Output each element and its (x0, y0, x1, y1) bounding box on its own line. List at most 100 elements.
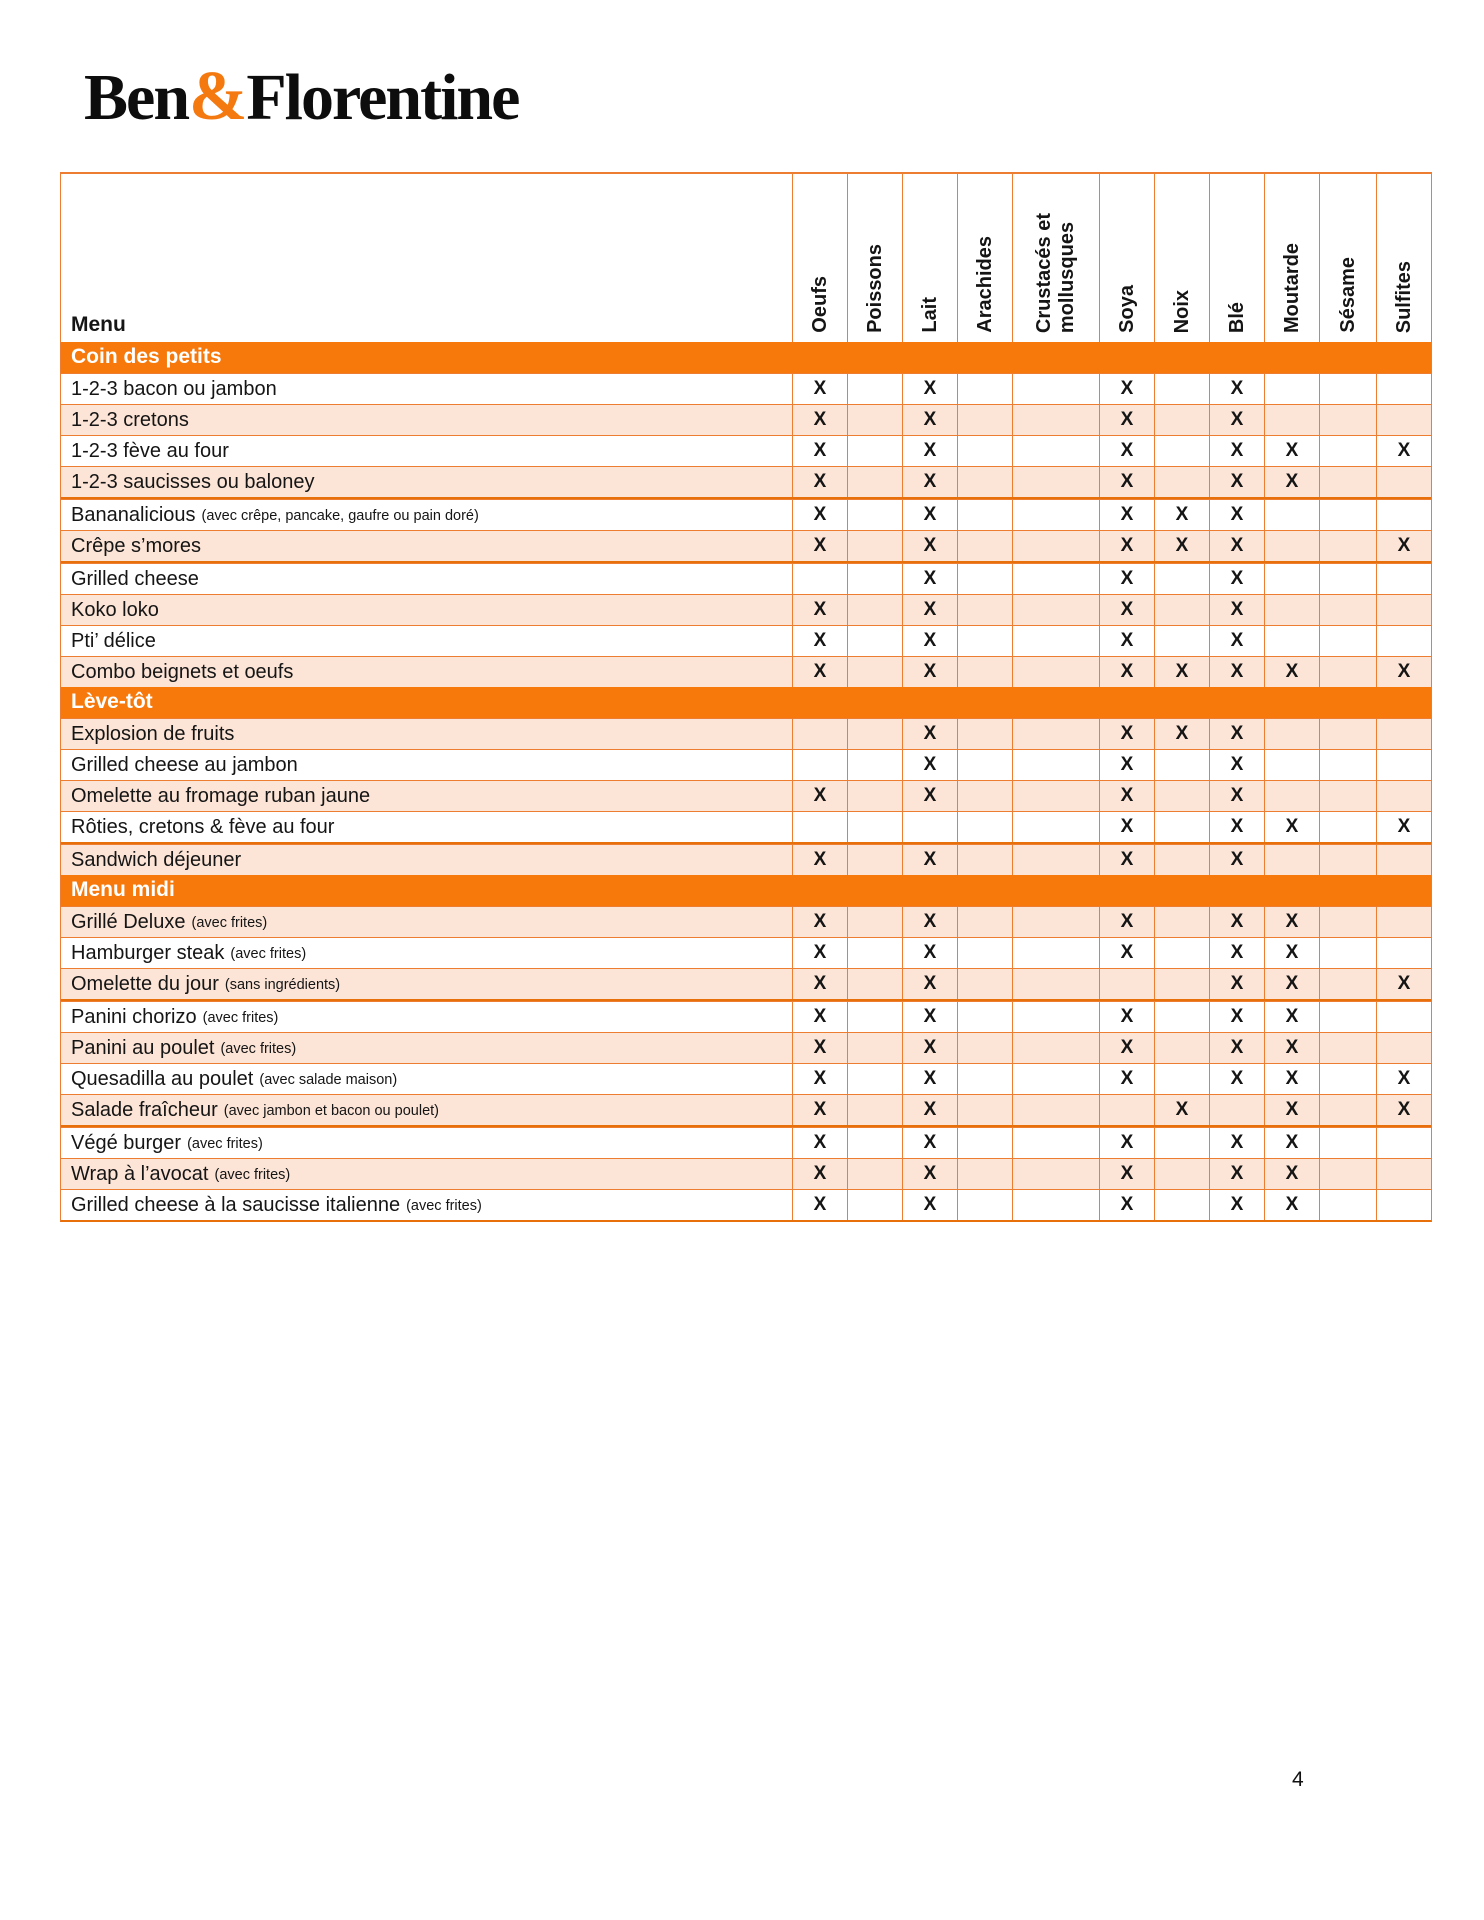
allergen-empty-cell (957, 1128, 1012, 1158)
allergen-empty-cell (1319, 812, 1376, 842)
menu-item-cell: 1-2-3 cretons (61, 405, 792, 435)
allergen-mark: X (902, 907, 957, 937)
menu-item-name: Salade fraîcheur (71, 1098, 218, 1121)
allergen-mark: X (902, 374, 957, 404)
allergen-mark: X (1264, 1095, 1319, 1125)
allergen-mark: X (1099, 1033, 1154, 1063)
allergen-mark: X (1099, 374, 1154, 404)
allergen-mark: X (1209, 374, 1264, 404)
allergen-empty-cell (957, 1033, 1012, 1063)
menu-item-cell: Hamburger steak (avec frites) (61, 938, 792, 968)
allergen-empty-cell (1319, 564, 1376, 594)
allergen-mark: X (1099, 907, 1154, 937)
table-row-panini-chorizo: Panini chorizo (avec frites) X X X X X (61, 1001, 1431, 1032)
allergen-mark: X (792, 595, 847, 625)
allergen-empty-cell (847, 812, 902, 842)
menu-item-cell: Explosion de fruits (61, 719, 792, 749)
column-header-label: Crustacés et mollusques (1033, 212, 1078, 333)
allergen-empty-cell (1012, 531, 1099, 561)
allergen-empty-cell (1012, 1095, 1099, 1125)
allergen-empty-cell (847, 750, 902, 780)
allergen-mark: X (902, 500, 957, 530)
table-header-row: Menu Oeufs Poissons Lait Arachides Crustacés… (61, 174, 1431, 342)
column-header-oeufs: Oeufs (792, 174, 847, 342)
allergen-empty-cell (1012, 595, 1099, 625)
allergen-empty-cell (847, 374, 902, 404)
allergen-mark: X (792, 1064, 847, 1094)
allergen-mark: X (1209, 845, 1264, 875)
page-number: 4 (1292, 1768, 1304, 1791)
menu-item-name: Quesadilla au poulet (71, 1067, 254, 1090)
allergen-mark: X (792, 969, 847, 999)
allergen-empty-cell (1154, 845, 1209, 875)
section-header-leve-tot: Lève-tôt (61, 687, 1431, 718)
column-header-moutarde: Moutarde (1264, 174, 1319, 342)
allergen-mark: X (1264, 1002, 1319, 1032)
allergen-empty-cell (1012, 626, 1099, 656)
menu-item-name: Wrap à l’avocat (71, 1162, 209, 1185)
allergen-mark: X (1209, 657, 1264, 687)
allergen-mark: X (792, 845, 847, 875)
allergen-mark: X (1376, 1064, 1431, 1094)
allergen-mark: X (1099, 405, 1154, 435)
column-header-label: Noix (1170, 289, 1193, 333)
menu-item-note: (avec frites) (187, 1136, 263, 1152)
menu-item-cell: Grilled cheese (61, 564, 792, 594)
menu-item-name: Grillé Deluxe (71, 910, 186, 933)
allergen-mark: X (1099, 1128, 1154, 1158)
allergen-empty-cell (957, 812, 1012, 842)
allergen-empty-cell (1012, 436, 1099, 466)
allergen-empty-cell (847, 719, 902, 749)
allergen-empty-cell (957, 564, 1012, 594)
allergen-empty-cell (792, 719, 847, 749)
allergen-mark: X (1209, 750, 1264, 780)
allergen-empty-cell (1264, 500, 1319, 530)
menu-item-note: (avec frites) (202, 1010, 279, 1026)
allergen-mark: X (902, 564, 957, 594)
allergen-empty-cell (1012, 1190, 1099, 1220)
allergen-empty-cell (792, 564, 847, 594)
allergen-empty-cell (1154, 812, 1209, 842)
allergen-empty-cell (1376, 1159, 1431, 1189)
allergen-empty-cell (1154, 1159, 1209, 1189)
table-row-pti-delice: Pti’ délice X X X X (61, 625, 1431, 656)
allergen-empty-cell (957, 405, 1012, 435)
brand-logo: Ben&Florentine (84, 62, 520, 132)
allergen-empty-cell (957, 595, 1012, 625)
section-header-menu-midi: Menu midi (61, 875, 1431, 906)
allergen-mark: X (1376, 969, 1431, 999)
allergen-mark: X (1099, 1064, 1154, 1094)
allergen-empty-cell (1154, 1002, 1209, 1032)
menu-item-name: Rôties, cretons & fève au four (71, 815, 335, 838)
menu-item-name: Grilled cheese (71, 567, 199, 590)
allergen-mark: X (792, 436, 847, 466)
allergen-mark: X (1099, 564, 1154, 594)
allergen-mark: X (1264, 812, 1319, 842)
allergen-empty-cell (1012, 500, 1099, 530)
allergen-empty-cell (847, 595, 902, 625)
allergen-empty-cell (1012, 1033, 1099, 1063)
menu-item-note: (avec frites) (214, 1167, 291, 1183)
allergen-empty-cell (1154, 781, 1209, 811)
column-header-sulfites: Sulfites (1376, 174, 1431, 342)
allergen-empty-cell (1012, 1159, 1099, 1189)
allergen-mark: X (1376, 1095, 1431, 1125)
allergen-mark: X (902, 1128, 957, 1158)
column-header-label: Soya (1115, 285, 1138, 333)
menu-item-cell: 1-2-3 bacon ou jambon (61, 374, 792, 404)
allergen-table: Menu Oeufs Poissons Lait Arachides Crustacés… (60, 172, 1432, 1222)
menu-item-cell: Sandwich déjeuner (61, 845, 792, 875)
allergen-empty-cell (902, 812, 957, 842)
allergen-mark: X (902, 436, 957, 466)
allergen-mark: X (1209, 812, 1264, 842)
allergen-empty-cell (1319, 907, 1376, 937)
table-row-koko-loko: Koko loko X X X X (61, 594, 1431, 625)
allergen-mark: X (1376, 657, 1431, 687)
menu-item-cell: 1-2-3 fève au four (61, 436, 792, 466)
menu-item-cell: Omelette au fromage ruban jaune (61, 781, 792, 811)
allergen-empty-cell (1319, 626, 1376, 656)
menu-item-note: (avec crêpe, pancake, gaufre ou pain dor… (201, 508, 479, 524)
allergen-empty-cell (847, 531, 902, 561)
allergen-mark: X (792, 626, 847, 656)
allergen-empty-cell (1012, 1064, 1099, 1094)
